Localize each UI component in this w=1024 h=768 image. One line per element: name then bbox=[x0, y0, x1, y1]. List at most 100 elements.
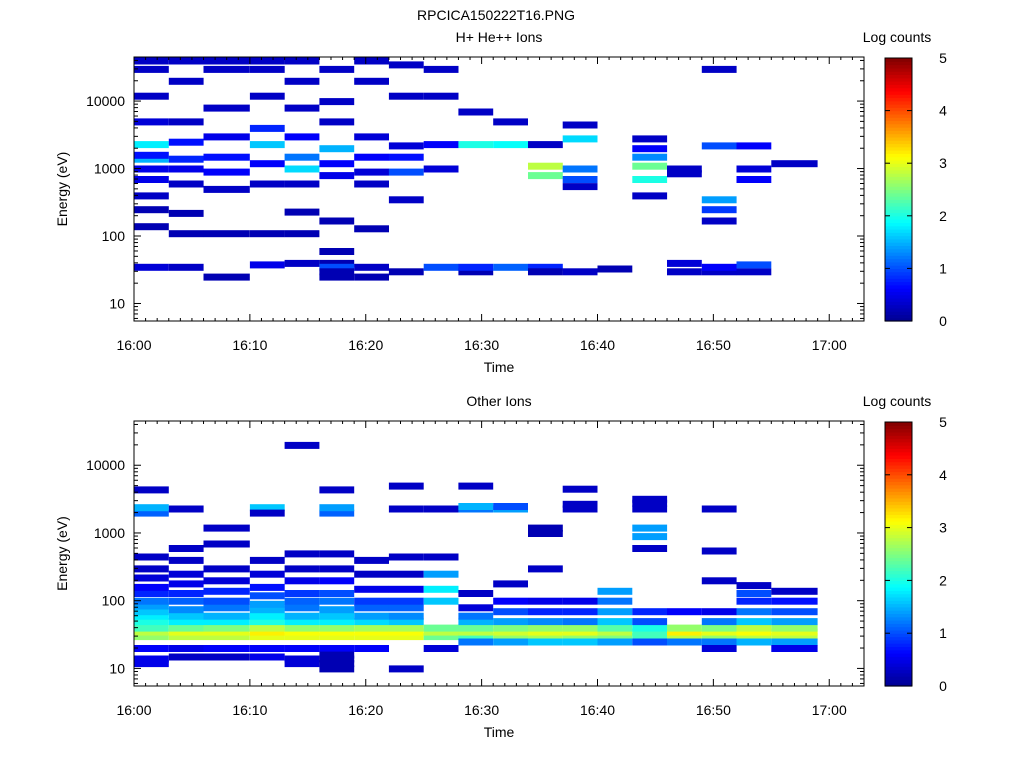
spectrogram-cell bbox=[388, 604, 424, 612]
spectrogram-cell bbox=[134, 206, 169, 214]
spectrogram-cell bbox=[249, 618, 285, 626]
spectrogram-cell bbox=[354, 77, 389, 85]
colorbar-segment bbox=[885, 136, 912, 141]
colorbar-segment bbox=[885, 288, 912, 293]
spectrogram-cell bbox=[667, 628, 702, 636]
spectrogram-cell bbox=[134, 155, 169, 163]
spectrogram-cell bbox=[771, 624, 818, 632]
spectrogram-cell bbox=[423, 141, 459, 149]
spectrogram-cell bbox=[388, 482, 424, 490]
colorbar-segment bbox=[885, 61, 912, 66]
colorbar-segment bbox=[885, 274, 912, 279]
colorbar-segment bbox=[885, 563, 912, 568]
spectrogram-cell bbox=[168, 633, 204, 641]
spectrogram-cell bbox=[632, 505, 668, 513]
spectrogram-cell bbox=[736, 165, 772, 173]
colorbar-segment bbox=[885, 497, 912, 502]
spectrogram-cell bbox=[134, 633, 169, 641]
spectrogram-cell bbox=[388, 624, 424, 632]
spectrogram-cell bbox=[284, 655, 320, 663]
spectrogram-cell bbox=[632, 153, 668, 161]
spectrogram-cell bbox=[319, 172, 355, 180]
spectrogram-cell bbox=[562, 485, 598, 493]
spectrogram-cell bbox=[458, 628, 494, 636]
spectrogram-cell bbox=[423, 645, 459, 652]
spectrogram-cell bbox=[134, 176, 169, 183]
spectrogram-cell bbox=[597, 265, 633, 273]
colorbar-segment bbox=[885, 682, 912, 687]
colorbar-segment bbox=[885, 127, 912, 131]
colorbar-segment bbox=[885, 626, 912, 631]
colorbar-segment bbox=[885, 179, 912, 184]
spectrogram-cell bbox=[458, 624, 494, 632]
spectrogram-cell bbox=[562, 505, 598, 513]
spectrogram-cell bbox=[203, 565, 250, 573]
spectrogram-cell bbox=[319, 660, 355, 668]
spectrogram-cell bbox=[736, 590, 772, 597]
colorbar-segment bbox=[885, 74, 912, 79]
spectrogram-cell bbox=[203, 524, 250, 532]
spectrogram-cell bbox=[528, 268, 563, 276]
spectrogram-cell bbox=[203, 628, 250, 636]
colorbar-segment bbox=[885, 606, 912, 611]
colorbar-segment bbox=[885, 504, 912, 509]
spectrogram-cell bbox=[354, 180, 389, 188]
spectrogram-cell bbox=[249, 606, 285, 614]
spectrogram-cell bbox=[458, 503, 494, 510]
spectrogram-cell bbox=[168, 570, 204, 578]
spectrogram-cell bbox=[319, 597, 355, 605]
colorbar-segment bbox=[885, 590, 912, 595]
spectrogram-cell bbox=[284, 153, 320, 161]
colorbar-segment bbox=[885, 636, 912, 641]
spectrogram-cell bbox=[771, 618, 818, 626]
colorbar-segment bbox=[885, 438, 912, 443]
y-tick-label: 1000 bbox=[94, 161, 125, 177]
spectrogram-cell bbox=[134, 618, 169, 626]
colorbar-segment bbox=[885, 304, 912, 309]
colorbar-segment bbox=[885, 117, 912, 122]
spectrogram-cell bbox=[736, 608, 772, 616]
colorbar-segment bbox=[885, 110, 912, 115]
colorbar-segment bbox=[885, 544, 912, 548]
spectrogram-cell bbox=[562, 618, 598, 626]
colorbar-tick-label: 2 bbox=[939, 208, 947, 224]
spectrogram-cell bbox=[597, 638, 633, 646]
spectrogram-cell bbox=[632, 162, 668, 170]
colorbar-segment bbox=[885, 547, 912, 552]
spectrogram-cell bbox=[203, 633, 250, 641]
spectrogram-cell bbox=[562, 135, 598, 143]
spectrogram-cell bbox=[632, 145, 668, 153]
spectrogram-cell bbox=[423, 263, 459, 271]
spectrogram-cell bbox=[632, 608, 668, 616]
spectrogram-cell bbox=[354, 168, 389, 176]
spectrogram-cell bbox=[134, 590, 169, 597]
colorbar-tick-label: 0 bbox=[939, 313, 947, 329]
colorbar-segment bbox=[885, 64, 912, 69]
spectrogram-cell bbox=[354, 628, 389, 636]
colorbar-segment bbox=[885, 425, 912, 430]
colorbar-segment bbox=[885, 488, 912, 492]
spectrogram-cell bbox=[249, 160, 285, 168]
spectrogram-cell bbox=[701, 547, 737, 555]
colorbar-segment bbox=[885, 71, 912, 76]
colorbar-segment bbox=[885, 205, 912, 210]
spectrogram-cell bbox=[701, 142, 737, 150]
colorbar-segment bbox=[885, 232, 912, 237]
colorbar-segment bbox=[885, 225, 912, 230]
colorbar-segment bbox=[885, 643, 912, 647]
colorbar-segment bbox=[885, 530, 912, 535]
x-axis-label: Time bbox=[484, 359, 515, 375]
colorbar-segment bbox=[885, 596, 912, 601]
spectrogram-cell bbox=[168, 624, 204, 632]
spectrogram-cell bbox=[203, 133, 250, 141]
colorbar-segment bbox=[885, 494, 912, 499]
spectrogram-cell bbox=[423, 165, 459, 173]
spectrogram-cell bbox=[528, 618, 563, 626]
spectrogram-cell bbox=[562, 183, 598, 191]
y-tick-label: 10 bbox=[109, 295, 125, 311]
spectrogram-cell bbox=[528, 172, 563, 180]
colorbar-segment bbox=[885, 679, 912, 684]
spectrogram-cell bbox=[632, 533, 668, 541]
spectrogram-cell bbox=[134, 602, 169, 610]
colorbar-segment bbox=[885, 307, 912, 312]
